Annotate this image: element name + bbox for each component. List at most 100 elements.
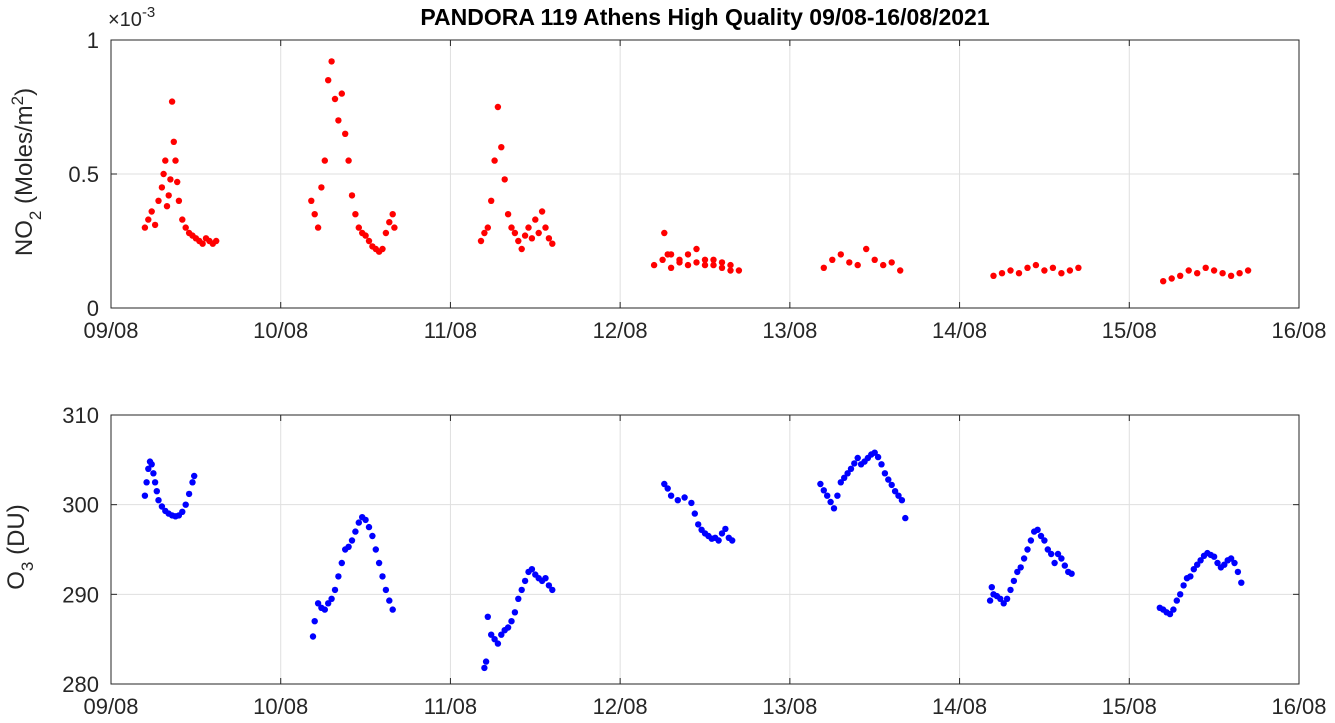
data-point — [891, 488, 899, 495]
data-point — [498, 144, 505, 151]
data-point — [484, 613, 491, 620]
data-point — [148, 461, 155, 468]
data-point — [535, 229, 542, 237]
data-point — [175, 197, 183, 204]
x-tick-label: 11/08 — [424, 694, 477, 719]
data-point — [321, 157, 328, 164]
chart-title: PANDORA 119 Athens High Quality 09/08-16… — [420, 4, 989, 30]
data-point — [311, 618, 318, 625]
data-point — [1221, 561, 1228, 568]
data-point — [1194, 270, 1201, 277]
data-point — [1075, 264, 1082, 271]
data-point — [145, 216, 152, 223]
data-point — [718, 530, 726, 537]
y-tick-label: 290 — [62, 582, 99, 607]
data-point — [179, 216, 186, 223]
data-point — [829, 256, 836, 263]
x-tick-label: 12/08 — [593, 318, 648, 343]
no2-axes: ×10-3 NO2 (Moles/m2) 09/08 10/08 11/08 12/0… — [8, 4, 1327, 343]
data-point — [314, 600, 322, 607]
data-point — [820, 487, 827, 494]
data-point — [515, 237, 522, 245]
data-point — [888, 481, 895, 489]
data-point — [375, 559, 383, 567]
data-point — [538, 208, 546, 215]
x-tick-label: 16/08 — [1271, 318, 1326, 343]
data-point — [372, 546, 379, 553]
data-point — [684, 251, 692, 258]
data-point — [874, 453, 882, 461]
data-point — [1197, 557, 1204, 564]
data-point — [191, 472, 198, 480]
data-point — [661, 480, 668, 488]
data-point — [325, 600, 332, 607]
data-point — [1003, 595, 1011, 602]
data-point — [386, 597, 393, 604]
data-point — [1180, 582, 1187, 589]
data-point — [542, 575, 549, 582]
data-point — [389, 211, 396, 218]
data-point — [494, 103, 502, 111]
data-point — [141, 224, 149, 231]
data-point — [311, 211, 318, 218]
x-tick-label: 16/08 — [1271, 694, 1326, 719]
data-point — [488, 197, 495, 204]
data-point — [532, 216, 539, 223]
x-tick-label: 12/08 — [593, 694, 648, 719]
data-point — [684, 261, 692, 269]
data-point — [150, 470, 157, 477]
data-point — [167, 176, 174, 183]
data-point — [827, 498, 834, 506]
data-point — [528, 566, 536, 573]
data-point — [1244, 267, 1252, 274]
data-point — [338, 90, 345, 97]
data-point — [854, 261, 861, 269]
data-point — [1049, 264, 1057, 271]
data-point — [885, 476, 892, 483]
data-point — [491, 157, 498, 164]
data-point — [163, 203, 171, 210]
data-point — [1066, 267, 1074, 274]
data-point — [1000, 600, 1007, 607]
data-point — [545, 582, 553, 589]
data-point — [182, 224, 189, 231]
data-point — [328, 58, 335, 65]
data-point — [477, 237, 485, 245]
data-point — [715, 537, 722, 544]
data-point — [902, 514, 909, 522]
y-tick-label: 310 — [62, 403, 99, 428]
data-point — [481, 229, 488, 237]
data-point — [847, 465, 855, 472]
data-point — [335, 117, 342, 124]
data-point — [542, 224, 549, 231]
data-point — [331, 95, 339, 103]
data-point — [667, 251, 675, 258]
data-point — [1160, 278, 1167, 285]
data-point — [735, 267, 743, 274]
data-point — [1210, 553, 1218, 560]
y-tick-label: 280 — [62, 672, 99, 697]
data-point — [1190, 566, 1198, 573]
x-tick-label: 14/08 — [932, 694, 987, 719]
data-point — [1068, 570, 1075, 577]
data-point — [718, 259, 726, 266]
data-point — [863, 245, 870, 253]
data-point — [158, 184, 166, 191]
no2-exponent-label: ×10-3 — [108, 4, 155, 31]
data-point — [988, 584, 995, 591]
data-point — [151, 479, 159, 486]
data-point — [701, 261, 709, 269]
data-point — [1185, 267, 1192, 274]
data-point — [518, 245, 525, 253]
data-point — [691, 510, 698, 517]
data-point — [1017, 564, 1024, 571]
data-point — [1058, 555, 1065, 562]
data-point — [1051, 559, 1058, 567]
data-point — [1044, 546, 1052, 553]
data-point — [143, 479, 150, 486]
data-point — [693, 259, 700, 266]
data-point — [897, 267, 904, 274]
data-point — [352, 211, 359, 218]
data-point — [482, 658, 490, 665]
data-point — [182, 501, 189, 508]
